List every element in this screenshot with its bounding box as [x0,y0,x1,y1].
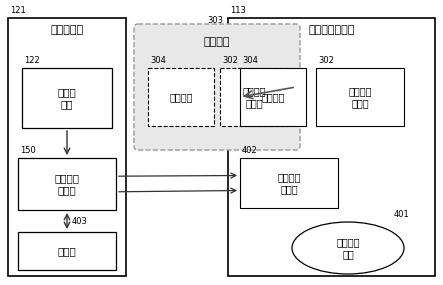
Ellipse shape [292,222,404,274]
FancyBboxPatch shape [22,68,112,128]
FancyBboxPatch shape [148,68,214,126]
Text: 验证用
函数: 验证用 函数 [58,87,76,109]
Text: 应用执行
时信息: 应用执行 时信息 [277,172,301,194]
FancyBboxPatch shape [18,232,116,270]
FancyBboxPatch shape [240,158,338,208]
Text: 应用执行
时信息: 应用执行 时信息 [348,86,372,108]
Text: 122: 122 [24,56,40,65]
Text: 302: 302 [318,56,334,65]
Text: 认证数据: 认证数据 [204,37,230,47]
Text: 认证信息: 认证信息 [261,92,285,102]
FancyBboxPatch shape [18,158,116,210]
Text: 113: 113 [230,6,246,15]
FancyBboxPatch shape [228,18,435,276]
Text: 存储器: 存储器 [58,246,76,256]
Text: 数据处理控制部: 数据处理控制部 [308,25,355,35]
Text: 数据处理部: 数据处理部 [51,25,84,35]
FancyBboxPatch shape [240,68,306,126]
Text: 303: 303 [207,16,223,25]
Text: 304: 304 [242,56,258,65]
Text: 150: 150 [20,146,36,155]
FancyBboxPatch shape [8,18,126,276]
Text: 验证数据
发送部: 验证数据 发送部 [54,173,79,195]
FancyBboxPatch shape [134,24,300,150]
Text: 应用执行
时信息: 应用执行 时信息 [242,86,266,108]
Text: 认证机构
公钥: 认证机构 公钥 [336,237,360,259]
FancyBboxPatch shape [316,68,404,126]
Text: 认证信息: 认证信息 [169,92,193,102]
Text: 304: 304 [150,56,166,65]
Text: 121: 121 [10,6,26,15]
Text: 302: 302 [222,56,238,65]
FancyBboxPatch shape [220,68,288,126]
Text: 401: 401 [394,210,410,219]
Text: 402: 402 [242,146,258,155]
Text: 403: 403 [72,217,88,225]
